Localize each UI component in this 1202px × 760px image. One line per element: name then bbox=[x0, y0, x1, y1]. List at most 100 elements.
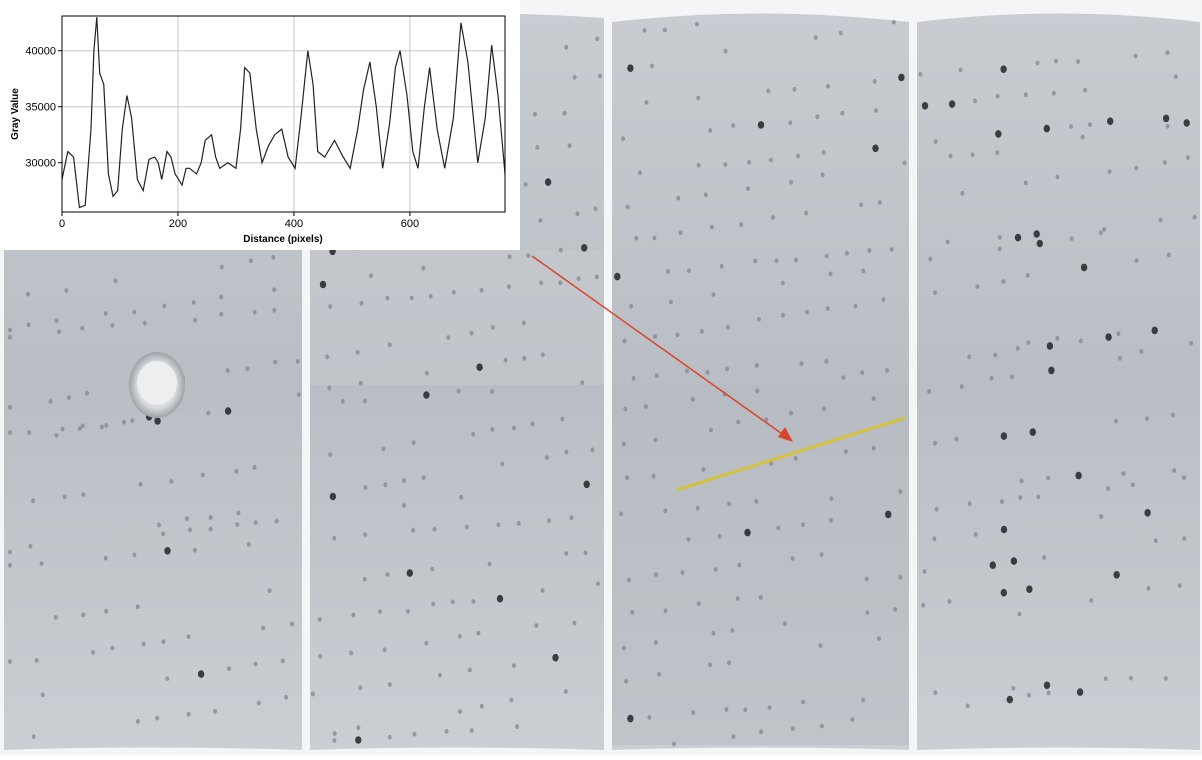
spot bbox=[965, 703, 970, 709]
spot bbox=[67, 395, 71, 401]
spot bbox=[26, 322, 31, 328]
spot bbox=[246, 542, 251, 547]
spot bbox=[1162, 160, 1167, 166]
spot bbox=[948, 100, 956, 108]
spot bbox=[355, 736, 362, 744]
y-tick-label: 35000 bbox=[25, 102, 56, 114]
spot bbox=[186, 634, 191, 639]
spot bbox=[651, 473, 656, 479]
spot bbox=[34, 658, 39, 663]
spot bbox=[534, 623, 539, 628]
spot bbox=[801, 699, 806, 705]
spot bbox=[558, 247, 563, 253]
spot bbox=[1080, 134, 1085, 140]
spot bbox=[1145, 416, 1149, 421]
spot bbox=[256, 700, 261, 706]
spot bbox=[843, 449, 848, 454]
spot bbox=[668, 299, 673, 305]
spot bbox=[563, 689, 568, 694]
spot bbox=[169, 478, 174, 484]
panel bbox=[917, 13, 1200, 750]
spot bbox=[723, 162, 728, 167]
spot bbox=[206, 410, 211, 416]
spot bbox=[358, 685, 363, 691]
spot bbox=[1035, 60, 1040, 66]
spot bbox=[948, 153, 953, 159]
spot bbox=[437, 672, 442, 678]
spot bbox=[780, 280, 785, 286]
spot bbox=[995, 150, 1000, 156]
x-tick-label: 400 bbox=[285, 218, 303, 230]
spot bbox=[1114, 418, 1119, 424]
spot bbox=[290, 621, 295, 627]
spot bbox=[1134, 258, 1139, 263]
spot bbox=[8, 430, 12, 435]
spot bbox=[155, 715, 160, 721]
x-axis-label: Distance (pixels) bbox=[243, 234, 322, 245]
spot bbox=[103, 311, 108, 316]
spot bbox=[421, 475, 426, 481]
spot bbox=[1054, 58, 1058, 64]
spot bbox=[725, 324, 730, 330]
spot bbox=[450, 599, 455, 605]
spot bbox=[789, 179, 794, 185]
spot bbox=[526, 253, 531, 258]
spot bbox=[799, 361, 804, 367]
spot bbox=[154, 417, 161, 425]
spot bbox=[826, 83, 830, 89]
spot bbox=[973, 98, 977, 104]
spot bbox=[60, 426, 65, 432]
spot bbox=[122, 419, 127, 425]
spot bbox=[451, 289, 456, 295]
spot bbox=[1048, 366, 1055, 375]
spot bbox=[619, 511, 624, 517]
spot bbox=[805, 309, 809, 315]
spot bbox=[758, 595, 763, 600]
spot bbox=[1015, 345, 1020, 351]
spot bbox=[516, 521, 521, 526]
spot bbox=[1106, 486, 1111, 491]
spot bbox=[446, 335, 451, 340]
x-tick-label: 0 bbox=[59, 218, 65, 230]
spot bbox=[820, 172, 825, 178]
arrow-head bbox=[778, 427, 793, 442]
spot bbox=[1107, 169, 1112, 175]
spot bbox=[793, 456, 798, 461]
spot bbox=[552, 653, 559, 662]
spot bbox=[583, 480, 590, 489]
spot bbox=[1134, 165, 1139, 171]
x-tick-label: 200 bbox=[169, 218, 187, 230]
spot bbox=[99, 424, 104, 430]
spot bbox=[853, 303, 858, 309]
spot bbox=[861, 697, 866, 703]
spot bbox=[921, 602, 926, 608]
spot bbox=[624, 678, 629, 684]
spot bbox=[385, 295, 390, 301]
spot bbox=[53, 615, 58, 620]
spot bbox=[512, 663, 516, 669]
spot bbox=[1089, 598, 1094, 603]
spot bbox=[1033, 230, 1040, 238]
spot bbox=[727, 501, 732, 507]
spot bbox=[234, 468, 239, 474]
spot bbox=[1011, 685, 1016, 691]
plot-frame bbox=[61, 15, 506, 213]
chart: Gray Value Distance (pixels) 30000 35000 4… bbox=[10, 15, 506, 245]
spot bbox=[421, 265, 426, 271]
arrow-shaft bbox=[531, 255, 786, 437]
spot bbox=[731, 123, 736, 128]
spot bbox=[161, 639, 166, 645]
spot bbox=[595, 36, 600, 42]
spot bbox=[358, 380, 363, 386]
spot bbox=[540, 588, 545, 593]
spot bbox=[487, 561, 492, 567]
spot bbox=[8, 404, 12, 410]
spot bbox=[867, 248, 872, 253]
spot bbox=[423, 391, 430, 399]
spot bbox=[1046, 690, 1051, 696]
spot bbox=[804, 210, 809, 216]
spot bbox=[362, 398, 367, 404]
spot bbox=[933, 290, 938, 295]
